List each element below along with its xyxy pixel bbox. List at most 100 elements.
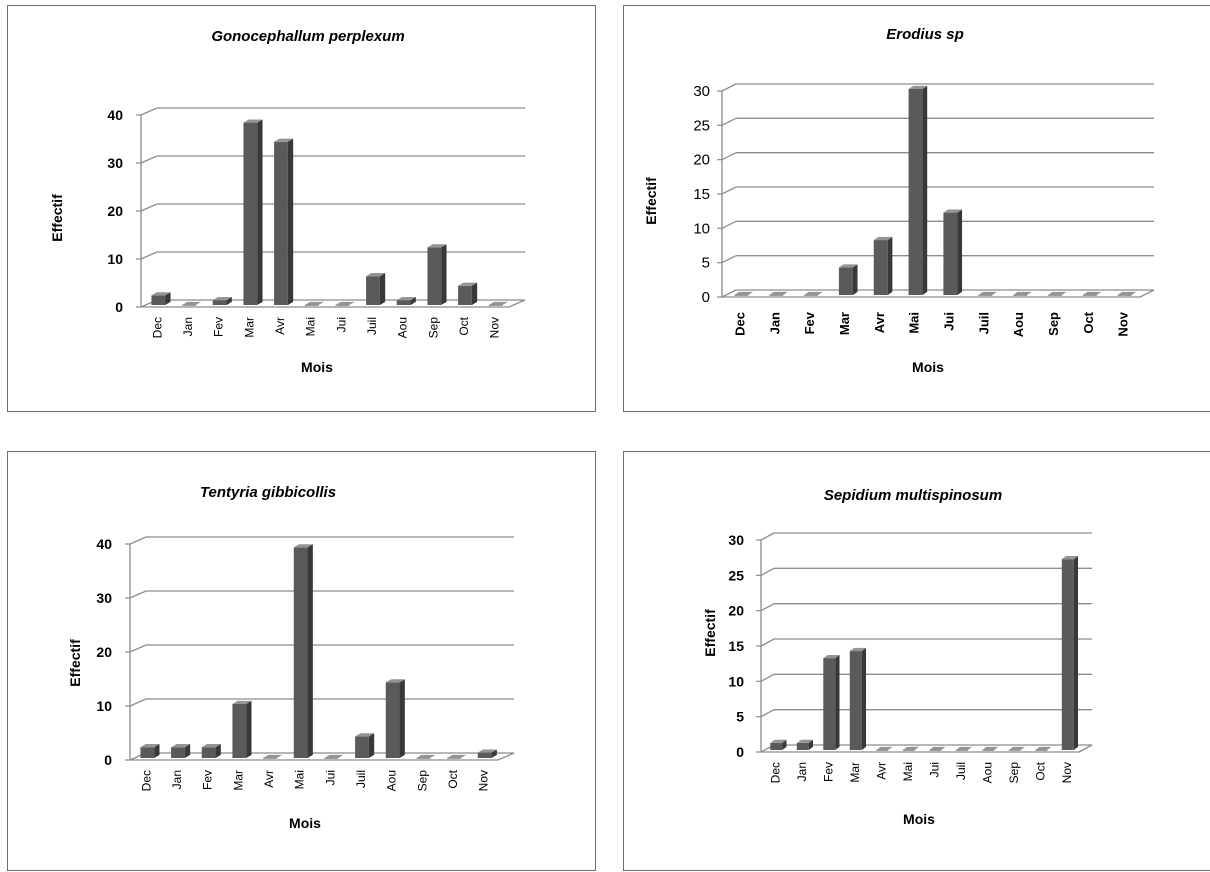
- bar-top: [873, 236, 893, 241]
- x-tick-label: Juil: [954, 762, 968, 780]
- bar-top: [243, 119, 263, 123]
- x-tick-label: Avr: [273, 317, 287, 335]
- bar-front: [823, 658, 836, 750]
- x-tick-label: Aou: [1011, 312, 1026, 337]
- bar: [1061, 556, 1079, 750]
- x-tick-label: Mar: [848, 762, 862, 783]
- gridline-diagonal: [129, 590, 147, 599]
- bar-front: [943, 212, 958, 295]
- floor-right-edge: [497, 752, 515, 761]
- y-tick-label: 10: [107, 251, 123, 267]
- y-tick-label: 25: [693, 117, 710, 134]
- chart-title: Sepidium multispinosum: [824, 487, 1002, 504]
- bar-top: [385, 679, 405, 683]
- bar-top: [838, 264, 858, 268]
- bar-front: [447, 758, 461, 759]
- x-tick-label: Aou: [980, 762, 994, 783]
- y-tick-label: 25: [728, 567, 744, 583]
- bar-front: [232, 704, 247, 758]
- bar-top: [902, 746, 920, 750]
- y-tick-label: 20: [693, 152, 710, 169]
- y-tick-label: 20: [107, 203, 123, 219]
- x-tick-label: Fev: [212, 317, 226, 337]
- bar: [458, 282, 478, 305]
- y-axis-label: Effectif: [643, 177, 659, 225]
- chart-panel-sepidium: Sepidium multispinosum Effectif Mois 0 5 1…: [623, 451, 1210, 871]
- bar-top: [978, 291, 997, 295]
- bar-top: [734, 291, 754, 295]
- x-tick-label: Juil: [365, 317, 379, 335]
- gridline-diagonal: [140, 203, 158, 212]
- bar: [823, 654, 840, 750]
- y-tick-label: 30: [728, 532, 744, 548]
- bar-side: [165, 292, 171, 305]
- bar-front: [396, 300, 411, 305]
- bar-front: [902, 750, 915, 751]
- bar-top: [796, 739, 814, 743]
- bar-top: [232, 700, 252, 704]
- bar-front: [796, 742, 809, 750]
- x-axis-label: Mois: [903, 811, 935, 827]
- bar-top: [982, 746, 999, 750]
- bar-top: [201, 744, 221, 748]
- chart-panel-erodius: Erodius sp Effectif Mois 0 5 10 15 20 25 30 Dec…: [623, 5, 1210, 412]
- bar-side: [379, 273, 386, 305]
- x-tick-label: Avr: [872, 312, 887, 333]
- y-tick-label: 5: [736, 709, 744, 725]
- bar-front: [263, 758, 277, 759]
- y-tick-label: 30: [96, 590, 112, 606]
- bar-top: [416, 754, 436, 758]
- bar: [140, 744, 160, 758]
- bar-front: [304, 305, 319, 306]
- bar-top: [849, 647, 867, 652]
- bar-top: [804, 291, 823, 295]
- bar: [212, 297, 232, 305]
- bar-top: [908, 85, 928, 89]
- x-tick-label: Jan: [795, 762, 809, 781]
- gridlines: [129, 536, 514, 761]
- y-tick-label: 30: [107, 155, 123, 171]
- y-tick-label: 20: [96, 644, 112, 660]
- bar-front: [1082, 295, 1097, 296]
- bar-top: [1008, 746, 1026, 750]
- bar: [796, 739, 814, 750]
- chart-panel-tentyria: Tentyria gibbicollis Effectif Mois 0 10 20…: [7, 451, 596, 871]
- y-tick-label: 30: [693, 83, 710, 100]
- bar-top: [1061, 556, 1079, 560]
- gridline-diagonal: [721, 152, 737, 161]
- bar-side: [957, 209, 963, 295]
- bar-front: [982, 750, 995, 751]
- bar-front: [955, 750, 968, 751]
- bar-front: [1013, 295, 1028, 296]
- bar-front: [488, 305, 503, 306]
- chart-title: Tentyria gibbicollis: [200, 484, 336, 501]
- bar-top: [171, 744, 191, 748]
- bar-front: [849, 651, 862, 750]
- bar: [232, 700, 252, 758]
- bar-top: [488, 301, 508, 305]
- bar: [955, 746, 973, 751]
- bar: [385, 679, 405, 758]
- x-tick-label: Mai: [304, 317, 318, 336]
- y-tick-label: 15: [728, 638, 744, 654]
- bars: [140, 544, 497, 759]
- bar-top: [929, 746, 946, 750]
- bar-top: [1013, 291, 1032, 295]
- gridline-diagonal: [721, 83, 737, 92]
- bar-top: [1082, 291, 1102, 295]
- x-tick-label: Aou: [396, 317, 410, 338]
- x-axis-label: Mois: [301, 359, 333, 375]
- bar-side: [257, 119, 263, 305]
- y-tick-label: 5: [702, 255, 710, 272]
- gridline-diagonal: [760, 709, 775, 718]
- bar-side: [215, 744, 221, 758]
- bar-side: [368, 733, 375, 758]
- gridline-diagonal: [760, 567, 775, 576]
- x-tick-label: Sep: [1007, 762, 1021, 784]
- chart-svg-erodius: Erodius sp Effectif Mois 0 5 10 15 20 25 30 Dec…: [643, 26, 1155, 375]
- y-tick-label: 10: [96, 698, 112, 714]
- gridline-diagonal: [760, 638, 775, 647]
- bar-front: [335, 305, 350, 306]
- chart-title: Gonocephallum perplexum: [211, 28, 404, 45]
- gridline-diagonal: [129, 698, 147, 707]
